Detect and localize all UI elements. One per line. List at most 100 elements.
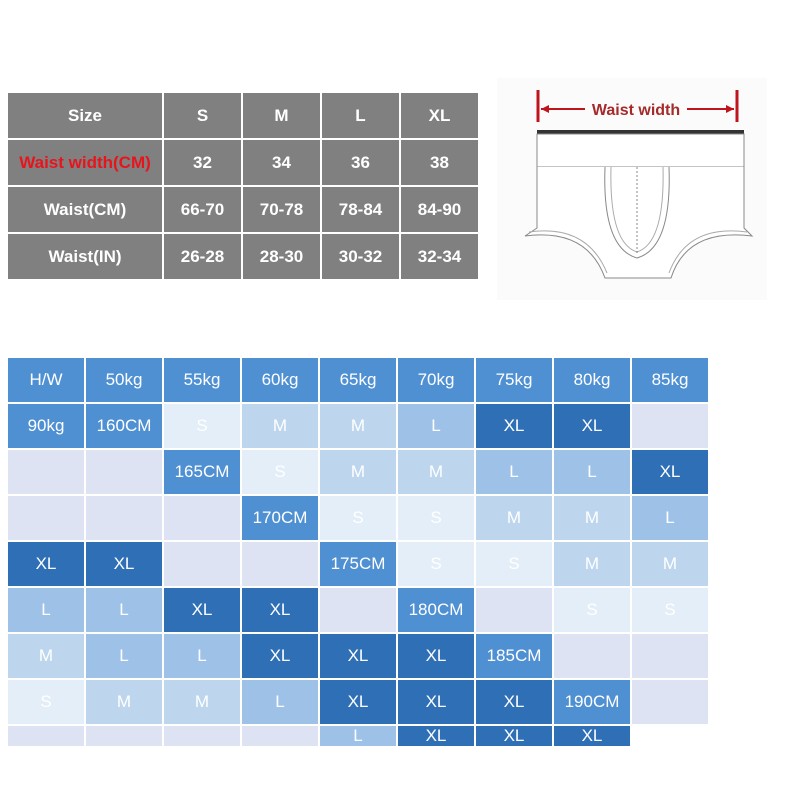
size-cell	[164, 726, 240, 746]
size-cell	[86, 450, 162, 494]
column-header: XL	[401, 93, 478, 138]
height-label: 170CM	[242, 496, 318, 540]
size-cell: L	[632, 496, 708, 540]
size-cell: XL	[632, 450, 708, 494]
size-cell: XL	[242, 588, 318, 632]
weight-header: 90kg	[8, 404, 84, 448]
size-cell: S	[242, 450, 318, 494]
size-cell: S	[164, 404, 240, 448]
size-cell: M	[164, 680, 240, 724]
table-cell: 30-32	[322, 234, 399, 279]
size-cell	[242, 726, 318, 746]
table-cell: 66-70	[164, 187, 241, 232]
size-cell: XL	[8, 542, 84, 586]
weight-header: 80kg	[554, 358, 630, 402]
table-cell: 28-30	[243, 234, 320, 279]
height-label: 180CM	[398, 588, 474, 632]
column-header: L	[322, 93, 399, 138]
size-cell: XL	[554, 404, 630, 448]
size-cell	[476, 588, 552, 632]
size-cell: XL	[398, 726, 474, 746]
size-cell: XL	[398, 634, 474, 678]
size-cell: XL	[164, 588, 240, 632]
column-header: M	[243, 93, 320, 138]
size-cell	[632, 680, 708, 724]
size-cell: M	[86, 680, 162, 724]
table-cell: 34	[243, 140, 320, 185]
size-cell: S	[320, 496, 396, 540]
size-cell: XL	[554, 726, 630, 746]
size-cell: S	[554, 588, 630, 632]
size-cell: M	[476, 496, 552, 540]
size-cell: L	[86, 588, 162, 632]
size-cell: M	[242, 404, 318, 448]
size-cell: M	[8, 634, 84, 678]
size-cell	[164, 496, 240, 540]
waist-width-label: Waist width	[592, 102, 680, 119]
size-cell: XL	[398, 680, 474, 724]
table-cell: 78-84	[322, 187, 399, 232]
briefs-illustration: Waist width	[524, 90, 754, 279]
size-cell: L	[320, 726, 396, 746]
row-label: Waist(IN)	[8, 234, 162, 279]
row-label: Waist(CM)	[8, 187, 162, 232]
weight-header: 65kg	[320, 358, 396, 402]
height-label: 190CM	[554, 680, 630, 724]
size-cell	[8, 726, 84, 746]
row-label: Waist width(CM)	[8, 140, 162, 185]
size-cell: M	[554, 542, 630, 586]
size-table: Size S M L XL Waist width(CM) 32 34 36 38 Waist(CM…	[8, 93, 478, 279]
weight-header: 55kg	[164, 358, 240, 402]
size-cell: XL	[320, 634, 396, 678]
size-cell: M	[320, 450, 396, 494]
size-cell	[8, 496, 84, 540]
size-cell: M	[320, 404, 396, 448]
table-cell: 84-90	[401, 187, 478, 232]
size-cell	[554, 634, 630, 678]
weight-header: 85kg	[632, 358, 708, 402]
size-cell: L	[554, 450, 630, 494]
size-cell: L	[398, 404, 474, 448]
size-cell: L	[8, 588, 84, 632]
table-cell: 36	[322, 140, 399, 185]
height-label: 175CM	[320, 542, 396, 586]
size-cell	[86, 496, 162, 540]
table-cell: 70-78	[243, 187, 320, 232]
size-cell: XL	[476, 726, 552, 746]
size-cell: S	[476, 542, 552, 586]
size-cell	[86, 726, 162, 746]
weight-header: 70kg	[398, 358, 474, 402]
table-cell: 32-34	[401, 234, 478, 279]
weight-header: 60kg	[242, 358, 318, 402]
size-cell: XL	[476, 404, 552, 448]
size-cell: M	[398, 450, 474, 494]
size-cell	[242, 542, 318, 586]
size-cell	[632, 634, 708, 678]
size-cell: L	[476, 450, 552, 494]
corner-header: H/W	[8, 358, 84, 402]
size-cell: S	[8, 680, 84, 724]
row-label: Size	[8, 93, 162, 138]
size-cell: S	[398, 542, 474, 586]
height-label: 165CM	[164, 450, 240, 494]
height-label: 160CM	[86, 404, 162, 448]
weight-header: 50kg	[86, 358, 162, 402]
table-cell: 26-28	[164, 234, 241, 279]
table-cell: 38	[401, 140, 478, 185]
height-label: 185CM	[476, 634, 552, 678]
height-weight-fit-table: H/W 50kg 55kg 60kg 65kg 70kg 75kg 80kg 85kg 90kg 1…	[8, 358, 708, 746]
size-cell	[164, 542, 240, 586]
weight-header: 75kg	[476, 358, 552, 402]
size-cell: L	[86, 634, 162, 678]
size-cell: L	[164, 634, 240, 678]
size-cell: L	[242, 680, 318, 724]
waist-width-diagram: Waist width	[497, 78, 767, 300]
size-cell: S	[632, 588, 708, 632]
size-cell	[632, 404, 708, 448]
size-cell	[320, 588, 396, 632]
size-cell: S	[398, 496, 474, 540]
size-cell	[8, 450, 84, 494]
size-cell: XL	[86, 542, 162, 586]
column-header: S	[164, 93, 241, 138]
table-cell: 32	[164, 140, 241, 185]
